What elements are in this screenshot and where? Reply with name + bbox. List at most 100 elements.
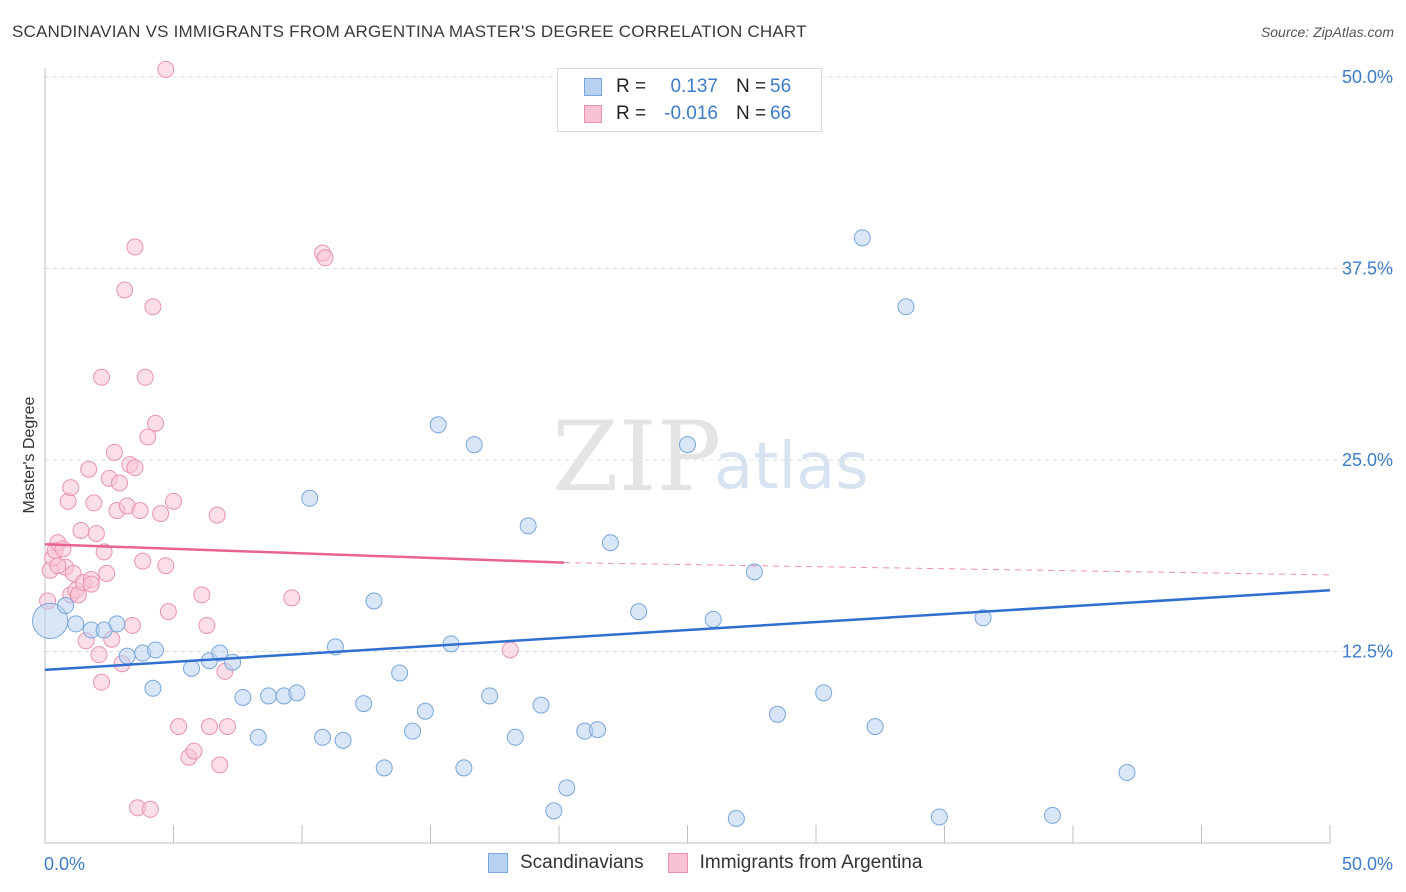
watermark-atlas: atlas — [714, 430, 869, 504]
scandinavian-point — [224, 653, 242, 671]
scandinavian-point — [506, 728, 524, 746]
scandinavian-point — [182, 659, 200, 677]
scandinavian-point — [375, 759, 393, 777]
legend-row-argentina: R = -0.016 N = 66 — [584, 101, 791, 127]
chart-title: SCANDINAVIAN VS IMMIGRANTS FROM ARGENTIN… — [12, 22, 807, 41]
legend-row-scandinavians: R = 0.137 N = 56 — [584, 74, 791, 100]
scandinavian-point — [545, 802, 563, 820]
scandinavian-point — [416, 702, 434, 720]
legend-label: Immigrants from Argentina — [699, 852, 923, 873]
argentina-point — [165, 492, 182, 510]
scandinavian-point — [866, 718, 884, 736]
scandinavian-point — [365, 592, 383, 610]
argentina-point — [157, 557, 175, 575]
argentina-point — [185, 742, 203, 760]
argentina-point — [134, 552, 152, 570]
legend-swatch-blue — [584, 78, 602, 96]
argentina-point — [198, 616, 216, 634]
scandinavian-point — [67, 615, 85, 633]
argentina-trend-extension — [564, 562, 1331, 576]
y-tick-label: 50.0% — [1342, 67, 1393, 87]
scandinavian-point — [234, 688, 252, 706]
series-legend: Scandinavians Immigrants from Argentina — [488, 852, 946, 874]
x-tick-label: 50.0% — [1342, 854, 1393, 874]
axes — [44, 68, 1331, 844]
argentina-point — [87, 525, 105, 543]
source-label: Source: ZipAtlas.com — [1260, 24, 1394, 40]
scandinavian-point — [679, 436, 696, 454]
scandinavian-point — [144, 679, 162, 697]
argentina-point — [139, 428, 157, 446]
y-tick-label: 25.0% — [1342, 450, 1393, 470]
argentina-point — [157, 60, 175, 78]
scandinavian-point — [1043, 806, 1061, 824]
legend-n-label: N = — [736, 103, 767, 124]
legend-swatch-pink — [667, 853, 688, 873]
argentina-point — [170, 718, 188, 736]
scandinavian-point — [704, 610, 722, 628]
scandinavian-point — [249, 728, 267, 746]
scandinavian-point — [404, 722, 422, 740]
argentina-point — [116, 281, 134, 299]
argentina-point — [49, 557, 67, 575]
argentina-point — [98, 564, 116, 582]
scandinavian-point — [815, 684, 833, 702]
scandinavian-trend-line — [44, 588, 1331, 672]
legend-swatch-pink — [584, 105, 602, 123]
argentina-point — [159, 603, 177, 621]
scandinavian-point — [455, 759, 473, 777]
scandinavian-point — [32, 602, 69, 639]
scandinavian-point — [930, 808, 948, 826]
argentina-point — [501, 641, 519, 659]
argentina-point — [136, 368, 154, 386]
tick-labels: 12.5% 25.0% 37.5% 50.0% 0.0% 50.0% — [44, 67, 1393, 874]
argentina-point — [152, 505, 170, 523]
scandinavian-point — [429, 416, 447, 434]
scandinavian-point — [147, 641, 165, 659]
argentina-point — [72, 521, 90, 539]
legend-r-value: 0.137 — [670, 76, 718, 97]
scandinavian-point — [745, 563, 763, 581]
legend-r-label: R = — [616, 103, 647, 124]
scandinavian-point — [108, 615, 126, 633]
scandinavian-point — [727, 809, 745, 827]
scandinavian-point — [355, 695, 373, 713]
argentina-point — [85, 494, 103, 512]
x-tick-label: 0.0% — [44, 854, 85, 874]
y-axis-label: Master's Degree — [21, 396, 38, 513]
legend-label: Scandinavians — [520, 852, 644, 873]
scandinavian-point — [118, 647, 136, 665]
argentina-point — [54, 540, 72, 558]
argentina-point — [200, 718, 218, 736]
legend-n-value: 66 — [770, 103, 792, 124]
scandinavian-point — [465, 436, 483, 454]
legend-item-argentina[interactable]: Immigrants from Argentina — [667, 852, 923, 874]
correlation-legend: R = 0.137 N = 56 R = -0.016 N = 66 — [557, 68, 822, 132]
argentina-points — [39, 60, 519, 818]
argentina-point — [105, 443, 123, 461]
scandinavian-point — [519, 517, 537, 535]
scandinavian-point — [558, 779, 576, 797]
scandinavian-point — [391, 664, 409, 682]
argentina-point — [141, 800, 159, 818]
scandinavian-point — [601, 534, 619, 552]
trend-lines — [44, 543, 1331, 672]
argentina-point — [218, 718, 236, 736]
scandinavian-point — [260, 687, 278, 705]
argentina-point — [90, 646, 108, 664]
legend-n-label: N = — [736, 76, 767, 97]
argentina-point — [144, 298, 162, 316]
watermark-zip: ZIP — [552, 401, 721, 513]
scandinavian-point — [1118, 764, 1136, 782]
scandinavian-point — [532, 696, 550, 714]
legend-item-scandinavians[interactable]: Scandinavians — [488, 852, 644, 874]
argentina-point — [93, 368, 111, 386]
legend-r-value: -0.016 — [664, 103, 718, 124]
argentina-point — [93, 673, 111, 691]
argentina-point — [316, 249, 334, 267]
scandinavian-point — [288, 684, 306, 702]
scandinavian-point — [481, 687, 499, 705]
argentina-trend-line — [44, 543, 565, 564]
argentina-point — [283, 589, 301, 607]
y-tick-label: 37.5% — [1342, 259, 1393, 279]
